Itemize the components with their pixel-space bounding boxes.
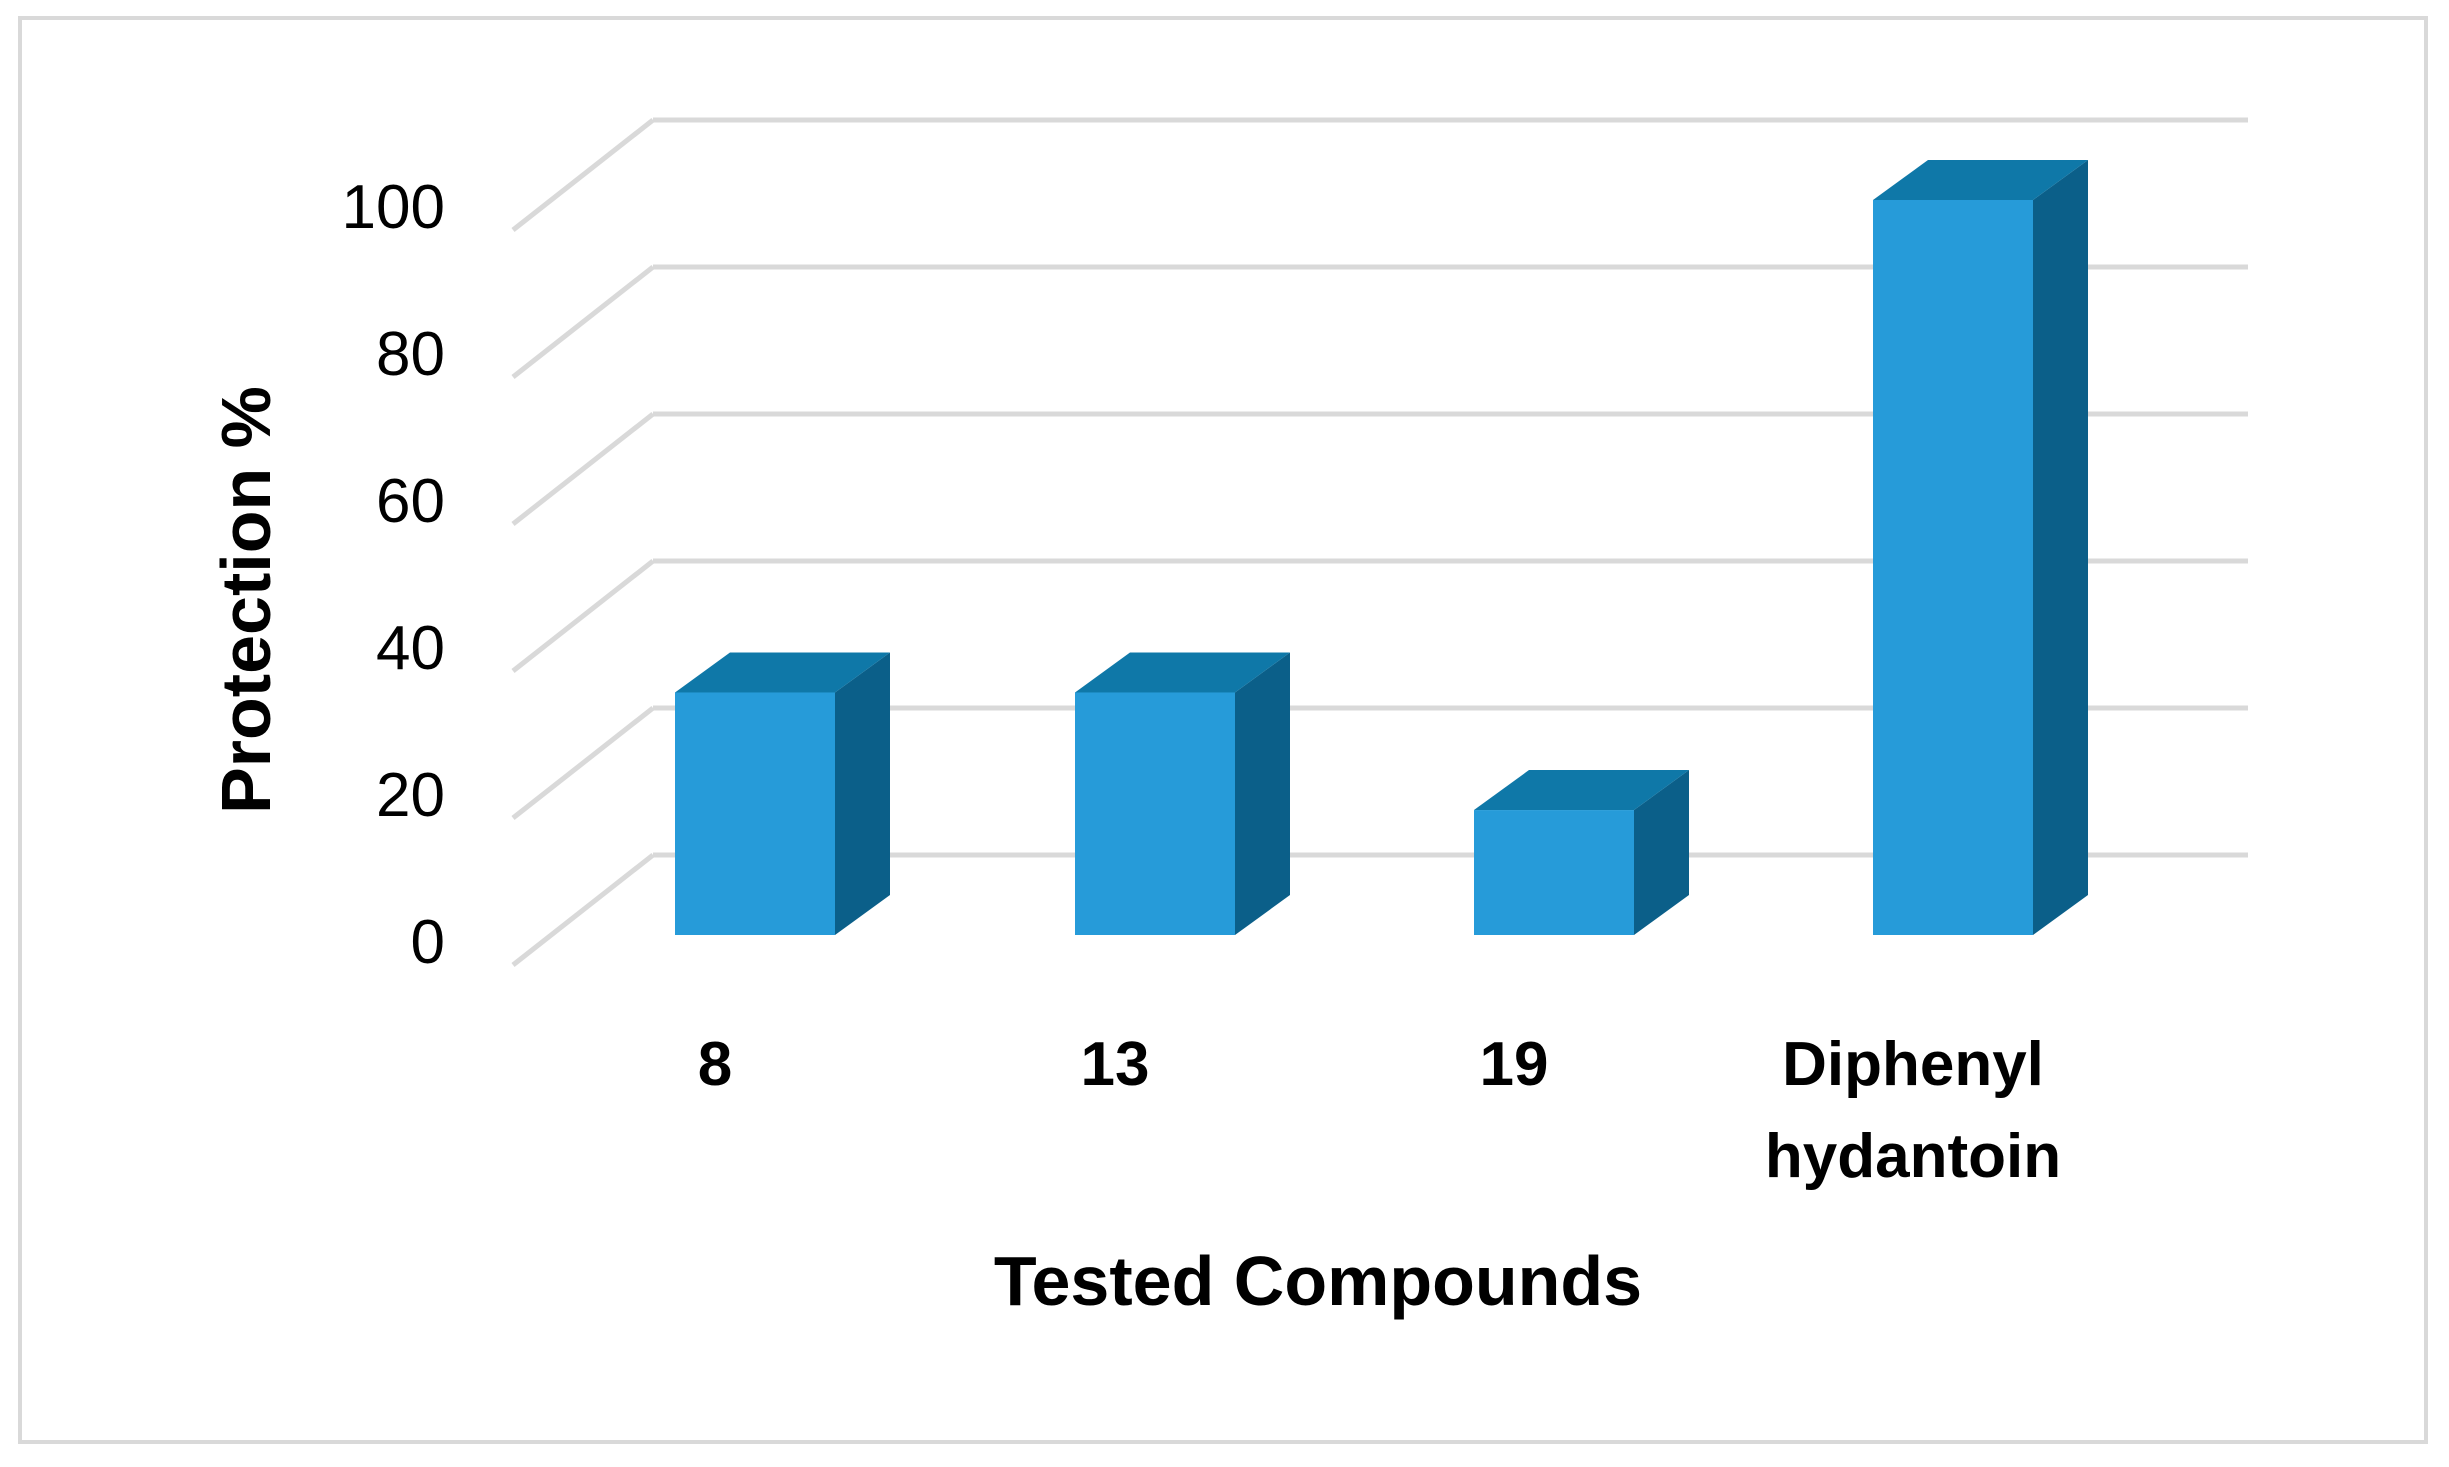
bars [675,160,2088,935]
x-axis-title: Tested Compounds [994,1242,1642,1320]
y-tick-label: 80 [376,320,445,389]
y-tick-label: 0 [411,908,445,977]
x-category-label: 19 [1480,1030,1549,1099]
x-axis-categories: 8 13 19 Diphenyl hydantoin [698,1030,2061,1191]
x-category-label: 13 [1081,1030,1150,1099]
y-axis-title: Protection % [207,386,285,814]
y-tick-label: 100 [342,173,445,242]
bar [1474,770,1689,935]
gridline [511,117,2248,232]
y-tick-label: 20 [376,761,445,830]
bar [1075,652,1290,935]
y-tick-label: 60 [376,467,445,536]
y-tick-label: 40 [376,614,445,683]
y-axis-ticks: 0 20 40 60 80 100 [342,173,445,977]
bar [1873,160,2088,935]
x-category-label: 8 [698,1030,732,1099]
x-category-label: Diphenyl hydantoin [1765,1030,2061,1191]
bar [675,652,890,935]
